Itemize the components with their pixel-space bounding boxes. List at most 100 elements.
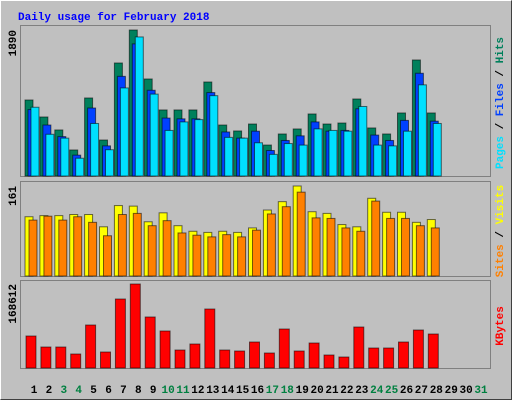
bar (430, 227, 440, 277)
bar (147, 225, 157, 277)
bar (117, 214, 127, 277)
bar (43, 215, 53, 277)
bar (209, 95, 219, 177)
bar (222, 234, 232, 277)
x-tick-label: 6 (105, 385, 112, 397)
legend-entry: Files (495, 83, 507, 116)
bar (179, 121, 189, 177)
x-tick-label: 28 (430, 385, 444, 397)
bar (398, 341, 409, 369)
x-tick-label: 24 (370, 385, 384, 397)
bar (60, 137, 70, 177)
legend: Pages / Files / Hits (495, 37, 507, 169)
y-tick-label: 161 (8, 186, 20, 206)
x-tick-label: 30 (459, 385, 472, 397)
legend-separator: / (495, 63, 507, 83)
bar (323, 354, 335, 369)
x-tick-label: 21 (325, 385, 339, 397)
bar (28, 219, 38, 277)
bar (144, 316, 156, 369)
bar (55, 346, 67, 369)
legend-entry: Hits (495, 37, 507, 63)
x-tick-label: 31 (474, 385, 488, 397)
y-tick-label: 168612 (8, 284, 20, 324)
bar (371, 200, 381, 277)
bar (353, 326, 365, 369)
bar (134, 36, 144, 177)
bar (296, 191, 306, 277)
x-tick-label: 15 (236, 385, 250, 397)
legend-entry: Sites (495, 244, 507, 277)
x-tick-label: 26 (400, 385, 413, 397)
x-tick-label: 19 (296, 385, 309, 397)
bar (358, 105, 368, 177)
bar (114, 298, 126, 369)
x-tick-label: 29 (445, 385, 458, 397)
bar (189, 343, 201, 369)
bar (100, 351, 111, 369)
legend-separator: / (495, 224, 507, 244)
bar (73, 216, 83, 277)
x-tick-label: 1 (31, 385, 38, 397)
bar (90, 122, 100, 177)
x-tick-label: 22 (340, 385, 353, 397)
bar (75, 157, 85, 177)
bar (283, 143, 293, 177)
bar (311, 217, 321, 277)
bar (40, 346, 52, 369)
bar (268, 153, 278, 177)
legend: KBytes (495, 306, 507, 346)
bar (415, 225, 425, 277)
bar (341, 227, 351, 277)
bar (25, 335, 37, 369)
bar (70, 353, 82, 369)
x-tick-label: 14 (221, 385, 235, 397)
x-tick-label: 27 (415, 385, 428, 397)
bar (164, 129, 174, 177)
x-tick-label: 5 (90, 385, 97, 397)
bar (58, 219, 68, 277)
bar (308, 342, 320, 369)
bar (119, 87, 129, 177)
bar (132, 212, 142, 277)
bar (383, 347, 395, 369)
bar (368, 347, 380, 369)
bar (105, 149, 114, 177)
bar (159, 330, 171, 369)
bar (403, 130, 412, 177)
bar (338, 356, 350, 369)
bar (427, 333, 439, 369)
bar (192, 234, 202, 277)
x-tick-label: 25 (385, 385, 399, 397)
bar (326, 217, 336, 277)
x-tick-label: 16 (251, 385, 264, 397)
bar (177, 232, 187, 277)
bar (252, 229, 261, 277)
legend-entry: Pages (495, 136, 507, 169)
bar (194, 119, 204, 177)
x-tick-label: 17 (266, 385, 279, 397)
bar (219, 349, 231, 369)
bar (30, 106, 40, 177)
bar (388, 145, 398, 177)
bar (254, 142, 263, 177)
x-tick-label: 4 (75, 385, 82, 397)
x-tick-label: 7 (120, 385, 127, 397)
x-tick-label: 18 (281, 385, 295, 397)
bar (281, 206, 291, 277)
bar (239, 137, 249, 177)
bar (278, 328, 290, 369)
x-tick-label: 20 (310, 385, 323, 397)
legend-separator: / (495, 116, 507, 136)
bar (373, 144, 383, 177)
bar (401, 217, 410, 277)
bar (328, 129, 338, 177)
bar (88, 221, 98, 277)
x-tick-label: 10 (161, 385, 174, 397)
bar (412, 329, 424, 369)
bar (356, 230, 366, 277)
bar (204, 308, 216, 369)
bar (417, 84, 427, 177)
